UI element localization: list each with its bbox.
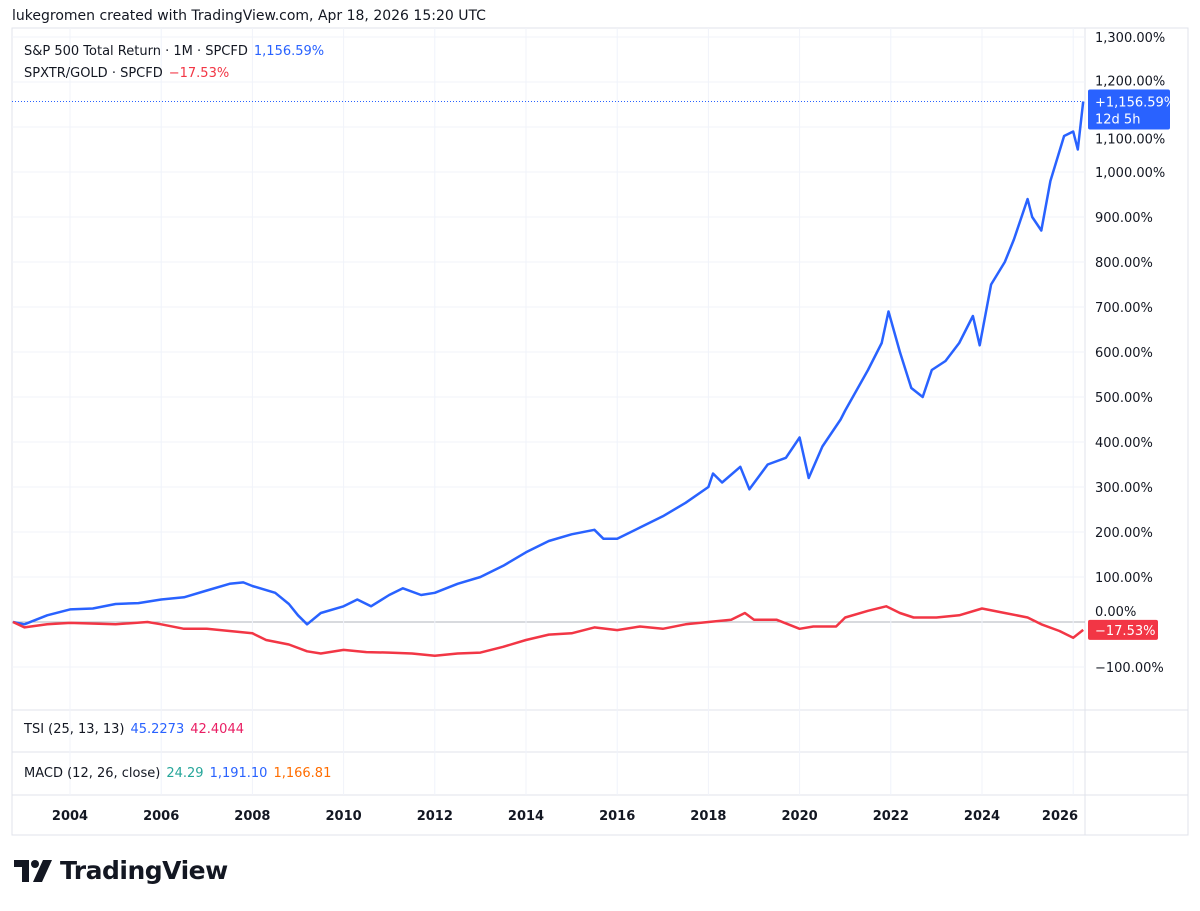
- x-tick-label: 2018: [690, 809, 726, 824]
- x-tick-label: 2006: [143, 809, 179, 824]
- series-1-badge-value: +1,156.59%: [1095, 96, 1176, 111]
- x-tick-label: 2008: [234, 809, 270, 824]
- x-tick-label: 2014: [508, 809, 544, 824]
- y-tick-label: 1,200.00%: [1095, 75, 1165, 90]
- y-tick-label: −100.00%: [1095, 661, 1164, 676]
- y-tick-label: 1,000.00%: [1095, 166, 1165, 181]
- y-tick-label: 400.00%: [1095, 436, 1153, 451]
- tradingview-logo: TradingView: [14, 856, 228, 885]
- macd-label: MACD (12, 26, close): [24, 766, 161, 781]
- series-1-price-badge: [1088, 89, 1170, 130]
- legend-label: SPXTR/GOLD · SPCFD: [24, 66, 163, 81]
- chart-header: lukegromen created with TradingView.com,…: [12, 8, 486, 24]
- x-tick-label: 2020: [782, 809, 818, 824]
- y-tick-label: 100.00%: [1095, 571, 1153, 586]
- legend-series-1[interactable]: S&P 500 Total Return · 1M · SPCFD 1,156.5…: [24, 44, 330, 59]
- tsi-legend[interactable]: TSI (25, 13, 13) 45.2273 42.4044: [24, 722, 250, 737]
- y-tick-label: 700.00%: [1095, 301, 1153, 316]
- series-1-badge-countdown: 12d 5h: [1095, 113, 1140, 128]
- y-tick-label: 1,300.00%: [1095, 31, 1165, 46]
- x-tick-label: 2026: [1042, 809, 1078, 824]
- y-tick-label: 900.00%: [1095, 211, 1153, 226]
- macd-legend[interactable]: MACD (12, 26, close) 24.29 1,191.10 1,166.8…: [24, 766, 337, 781]
- y-tick-label: 800.00%: [1095, 256, 1153, 271]
- y-tick-label: 1,100.00%: [1095, 133, 1165, 148]
- series-line-2: [12, 605, 1084, 658]
- macd-value-2: 1,191.10: [209, 766, 268, 781]
- price-badges: +1,156.59% 12d 5h −17.53%: [1088, 89, 1176, 640]
- y-tick-label: 0.00%: [1095, 605, 1136, 620]
- logo-text: TradingView: [60, 856, 228, 885]
- x-tick-label: 2004: [52, 809, 88, 824]
- series-lines: [12, 101, 1085, 658]
- y-tick-label: 600.00%: [1095, 346, 1153, 361]
- legend-series-2[interactable]: SPXTR/GOLD · SPCFD −17.53%: [24, 66, 235, 81]
- legend-value: 1,156.59%: [253, 44, 325, 59]
- chart-frame: [11, 27, 1189, 836]
- x-axis: 2004 2006 2008 2010 2012 2014 2016 2018 2020 2022…: [52, 809, 1078, 824]
- tradingview-logo-icon: [14, 859, 52, 882]
- tsi-value-1: 45.2273: [130, 722, 185, 737]
- series-2-price-badge: [1088, 619, 1158, 640]
- tsi-value-2: 42.4044: [190, 722, 244, 737]
- series-line-1: [12, 101, 1085, 626]
- y-axis: 1,300.00% 1,200.00% 1,100.00% 1,000.00% 900.…: [1095, 31, 1165, 676]
- series-2-badge-value: −17.53%: [1095, 624, 1155, 639]
- chart[interactable]: 1,300.00% 1,200.00% 1,100.00% 1,000.00% 900.…: [0, 0, 1200, 840]
- x-tick-label: 2010: [326, 809, 362, 824]
- tsi-label: TSI (25, 13, 13): [24, 722, 125, 737]
- y-tick-label: 300.00%: [1095, 481, 1153, 496]
- x-tick-label: 2024: [964, 809, 1000, 824]
- macd-value-1: 24.29: [166, 766, 204, 781]
- x-tick-label: 2022: [873, 809, 909, 824]
- y-tick-label: 200.00%: [1095, 526, 1153, 541]
- y-tick-label: 500.00%: [1095, 391, 1153, 406]
- legend-label: S&P 500 Total Return · 1M · SPCFD: [24, 44, 248, 59]
- x-tick-label: 2012: [417, 809, 453, 824]
- grid: [11, 27, 1189, 836]
- legend-value: −17.53%: [168, 66, 230, 81]
- macd-value-3: 1,166.81: [273, 766, 332, 781]
- x-tick-label: 2016: [599, 809, 635, 824]
